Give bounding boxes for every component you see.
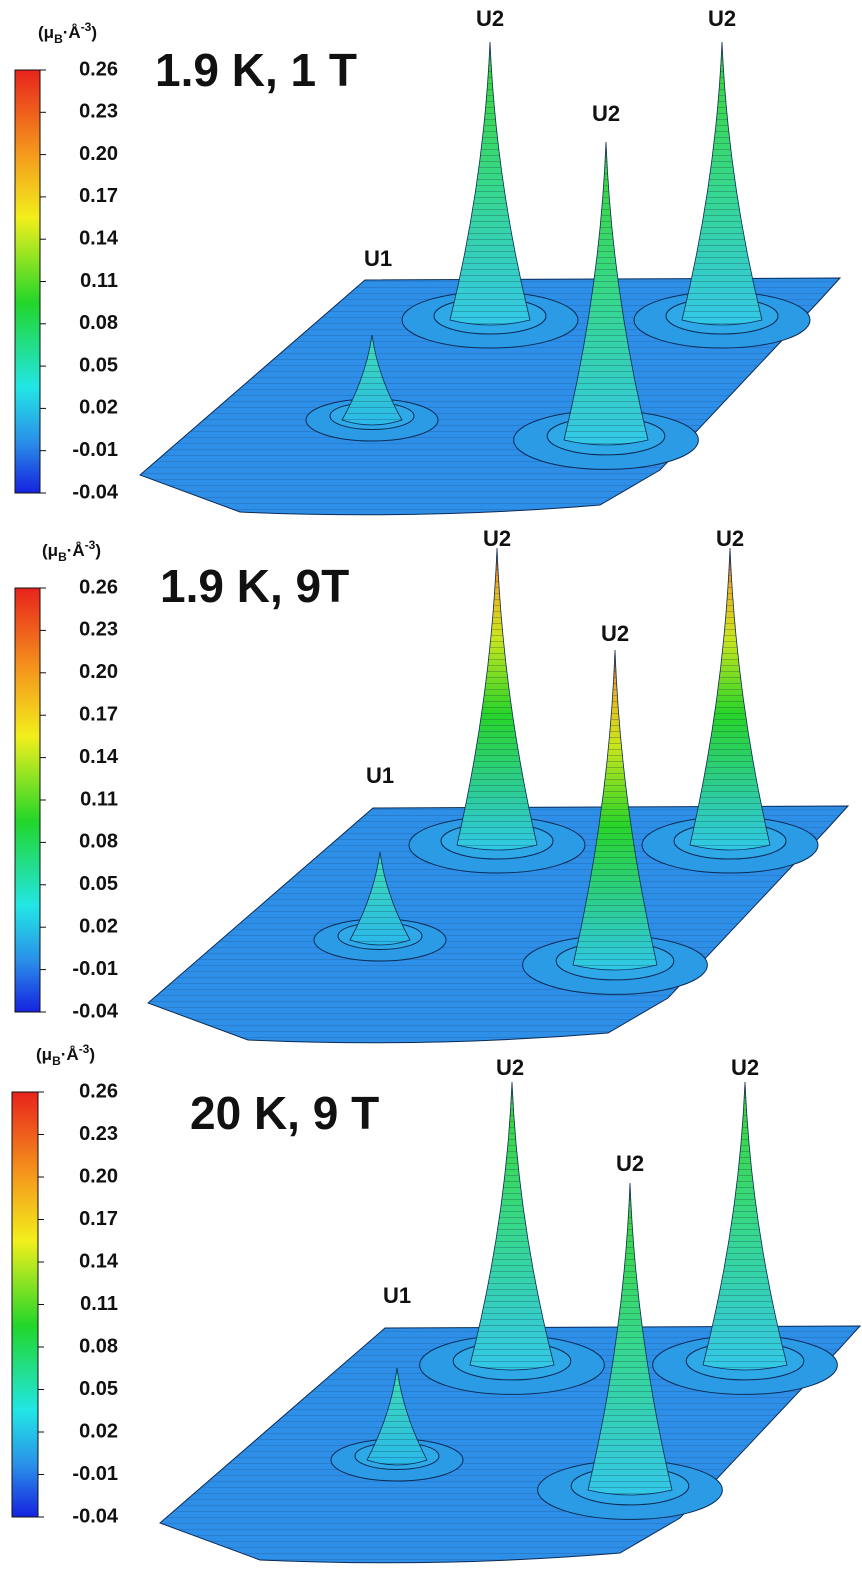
unit-part: ) — [89, 1045, 95, 1064]
panel: 0.26 0.23 0.20 0.17 0.14 0.11 0.08 0.05 0.02 -0.0… — [14, 526, 850, 1044]
peak-label: U1 — [366, 763, 394, 788]
panel: 0.26 0.23 0.20 0.17 0.14 0.11 0.08 0.05 0.02 -0.0… — [11, 1042, 862, 1564]
unit-sup: -3 — [85, 538, 96, 552]
colorbar-tick-label: 0.14 — [79, 227, 119, 249]
colorbar-tick-label: 0.11 — [80, 788, 118, 810]
colorbar-tick-label: 0.11 — [80, 1293, 118, 1315]
colorbar-tick-label: 0.14 — [79, 746, 119, 768]
peak-contours — [470, 1082, 554, 1370]
colorbar-tick-label: 0.23 — [79, 101, 118, 123]
peak-label: U2 — [708, 6, 736, 31]
colorbar-tick-label: 0.17 — [79, 1208, 118, 1230]
colorbar-unit: (μB·Å-3) — [38, 20, 97, 46]
unit-sup: -3 — [79, 1042, 90, 1056]
peak-contours — [703, 1082, 787, 1370]
unit-part: ) — [91, 23, 97, 42]
unit-sub: B — [58, 550, 67, 564]
colorbar-tick-label: 0.05 — [79, 873, 118, 895]
unit-part: (μ — [38, 23, 54, 42]
peak-contours — [564, 142, 648, 445]
unit-sub: B — [54, 32, 63, 46]
peak-contours — [350, 852, 410, 945]
colorbar-tick-label: 0.20 — [79, 143, 118, 165]
unit-part: ·Å — [63, 23, 81, 42]
peak-label: U2 — [483, 526, 511, 551]
colorbar-tick-label: 0.26 — [79, 576, 118, 598]
peak-contours — [367, 1368, 427, 1465]
unit-sup: -3 — [81, 20, 92, 34]
colorbar-tick-label: 0.17 — [79, 703, 118, 725]
peak-label: U2 — [592, 101, 620, 126]
unit-part: (μ — [36, 1045, 52, 1064]
peak-label: U1 — [383, 1283, 411, 1308]
colorbar-tick-label: 0.05 — [79, 354, 118, 376]
colorbar-tick-label: 0.05 — [79, 1378, 118, 1400]
colorbar-tick-label: 0.20 — [79, 661, 118, 683]
peak-label: U1 — [364, 246, 392, 271]
colorbar-tick-label: -0.01 — [72, 958, 118, 980]
peak-label: U2 — [731, 1055, 759, 1080]
peak-label: U2 — [496, 1055, 524, 1080]
colorbar-unit: (μB·Å-3) — [36, 1042, 95, 1068]
peak-label: U2 — [476, 6, 504, 31]
peak-contours — [573, 650, 657, 970]
panel: 0.26 0.23 0.20 0.17 0.14 0.11 0.08 0.05 0.02 -0.0… — [14, 6, 842, 516]
colorbar — [14, 69, 41, 494]
peak-contours — [342, 335, 402, 425]
unit-part: ·Å — [67, 541, 85, 560]
colorbar — [14, 587, 41, 1013]
colorbar-tick-label: -0.04 — [72, 481, 118, 503]
unit-part: ·Å — [61, 1045, 79, 1064]
colorbar-tick-label: 0.17 — [79, 185, 118, 207]
colorbar — [11, 1091, 39, 1518]
peak-contours — [450, 42, 530, 325]
unit-sub: B — [52, 1054, 61, 1068]
colorbar-tick-label: -0.04 — [72, 1000, 118, 1022]
colorbar-tick-label: 0.14 — [79, 1250, 119, 1272]
colorbar-tick-label: 0.26 — [79, 58, 118, 80]
colorbar-tick-label: 0.02 — [79, 397, 118, 419]
colorbar-tick-label: -0.01 — [72, 1463, 118, 1485]
colorbar-tick-label: 0.08 — [79, 831, 118, 853]
panel-title: 1.9 K, 9T — [160, 560, 349, 612]
colorbar-tick-label: 0.20 — [79, 1165, 118, 1187]
colorbar-tick-label: 0.08 — [79, 1335, 118, 1357]
peak-label: U2 — [716, 526, 744, 551]
colorbar-tick-label: 0.23 — [79, 1123, 118, 1145]
panel-title: 1.9 K, 1 T — [155, 44, 357, 96]
peak-label: U2 — [601, 621, 629, 646]
colorbar-tick-label: 0.02 — [79, 1420, 118, 1442]
colorbar-tick-label: -0.04 — [72, 1505, 118, 1527]
colorbar-unit: (μB·Å-3) — [42, 538, 101, 564]
panel-title: 20 K, 9 T — [190, 1087, 379, 1139]
colorbar-tick-label: -0.01 — [72, 439, 118, 461]
unit-part: (μ — [42, 541, 58, 560]
colorbar-tick-label: 0.23 — [79, 619, 118, 641]
colorbar-tick-label: 0.11 — [80, 270, 118, 292]
unit-part: ) — [95, 541, 101, 560]
peak-contours — [682, 42, 762, 325]
peak-contours — [588, 1183, 672, 1495]
peak-contours — [457, 548, 537, 850]
colorbar-tick-label: 0.08 — [79, 312, 118, 334]
peak-contours — [690, 548, 770, 850]
colorbar-tick-label: 0.26 — [79, 1080, 118, 1102]
peak-label: U2 — [616, 1151, 644, 1176]
colorbar-tick-label: 0.02 — [79, 915, 118, 937]
